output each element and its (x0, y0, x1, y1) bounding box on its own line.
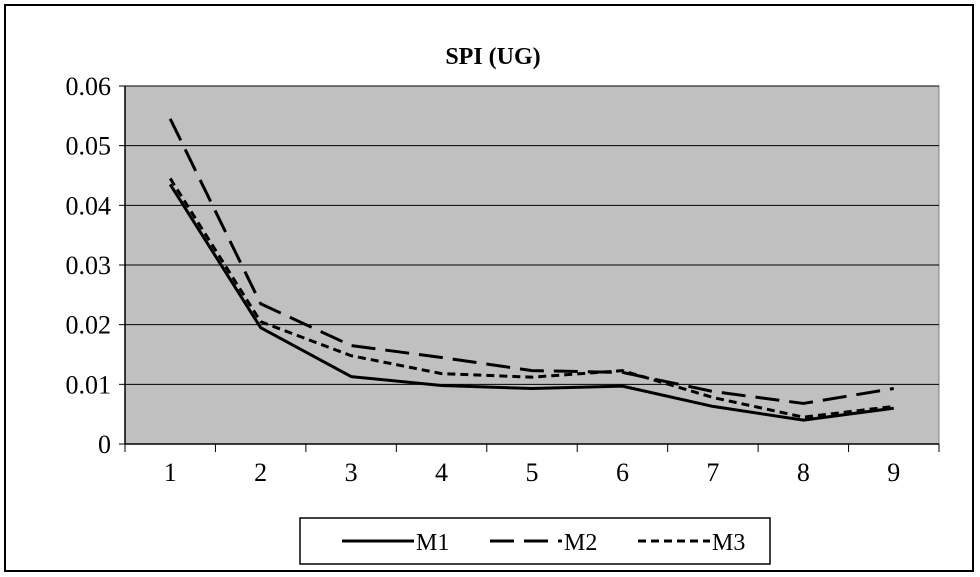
x-tick-label: 5 (526, 458, 539, 487)
axes (119, 85, 940, 452)
legend-label-m2: M2 (564, 530, 597, 556)
chart-title: SPI (UG) (445, 44, 540, 70)
legend: M1 M2 M3 (299, 517, 771, 565)
y-tick-label: 0.05 (66, 132, 112, 161)
y-tick-label: 0.04 (66, 191, 112, 220)
legend-label-m1: M1 (416, 530, 449, 556)
x-tick-label: 4 (435, 458, 448, 487)
series-line-m3 (168, 177, 894, 419)
x-tick-label: 8 (797, 458, 810, 487)
legend-label-m3: M3 (712, 530, 745, 556)
x-tick-label: 6 (616, 458, 629, 487)
x-tick-label: 9 (887, 458, 900, 487)
x-tick-label: 7 (706, 458, 719, 487)
line-chart: SPI (UG) 0.06 0.05 0.04 0.03 0.02 0.01 0 1 2 3 4 5… (66, 44, 940, 565)
x-tick-label: 1 (164, 458, 177, 487)
series-line-m1 (168, 183, 894, 422)
chart-frame: SPI (UG) 0.06 0.05 0.04 0.03 0.02 0.01 0 1 2 3 4 5… (4, 4, 974, 572)
x-tick-label: 2 (254, 458, 267, 487)
y-tick-label: 0.02 (66, 311, 112, 340)
y-tick-label: 0 (98, 430, 111, 459)
y-tick-label: 0.01 (66, 370, 112, 399)
y-tick-label: 0.03 (66, 251, 112, 280)
series-lines (168, 118, 895, 422)
y-tick-labels: 0.06 0.05 0.04 0.03 0.02 0.01 0 (66, 72, 112, 459)
x-tick-labels: 1 2 3 4 5 6 7 8 9 (164, 458, 901, 487)
y-tick-label: 0.06 (66, 72, 112, 101)
gridlines (125, 85, 939, 385)
series-line-m2 (168, 118, 895, 405)
x-tick-label: 3 (345, 458, 358, 487)
